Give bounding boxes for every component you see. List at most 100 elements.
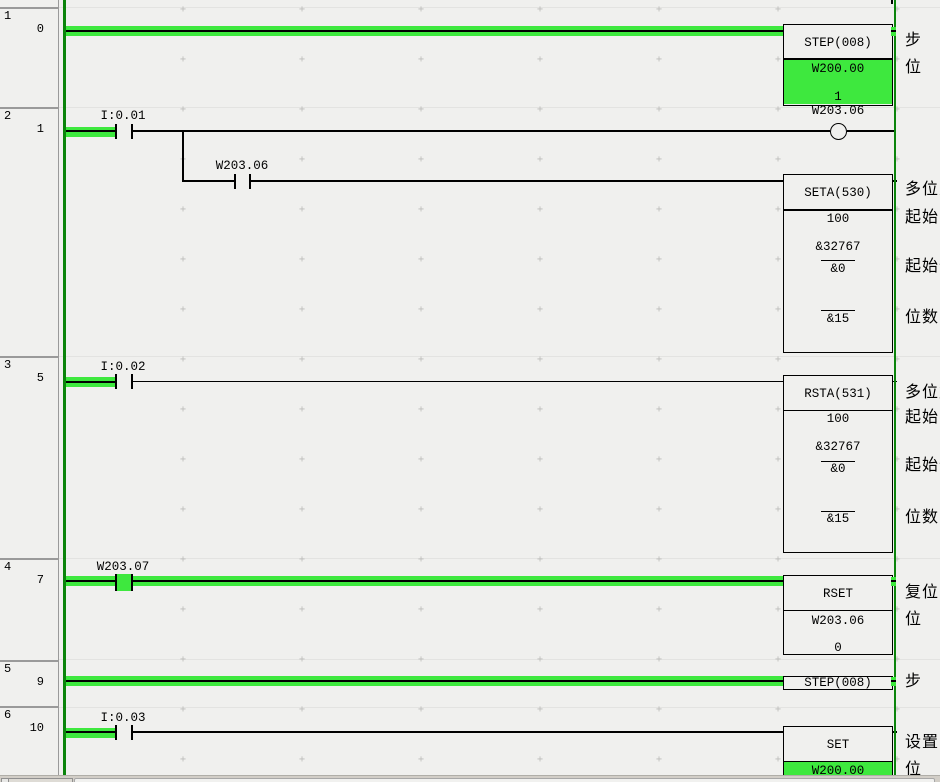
grid-dot: + bbox=[774, 104, 782, 115]
wire-rung3-main bbox=[132, 380, 783, 383]
rung-header-2[interactable]: 2 1 bbox=[0, 107, 57, 356]
annotation-seta-count: 位数 bbox=[905, 309, 940, 326]
grid-dot: + bbox=[179, 254, 187, 265]
grid-dot: + bbox=[417, 254, 425, 265]
grid-dot: + bbox=[536, 354, 544, 365]
branch-vertical bbox=[182, 131, 184, 181]
step-number: 0 bbox=[36, 22, 44, 36]
grid-dot: + bbox=[774, 504, 782, 515]
annotation-step2: 步 bbox=[905, 673, 923, 690]
grid-dot: + bbox=[893, 304, 901, 315]
rung-header-6[interactable]: 6 10 bbox=[0, 706, 57, 775]
instruction-block-step1[interactable]: STEP(008) W200.00 1 bbox=[783, 24, 893, 106]
grid-dot: + bbox=[536, 504, 544, 515]
grid-dot: + bbox=[298, 554, 306, 565]
grid-dot: + bbox=[298, 404, 306, 415]
rung-header-5[interactable]: 5 9 bbox=[0, 660, 57, 706]
grid-dot: + bbox=[655, 304, 663, 315]
grid-dot: + bbox=[774, 404, 782, 415]
grid-dot: + bbox=[417, 404, 425, 415]
grid-dot: + bbox=[536, 254, 544, 265]
contact-energized-fill bbox=[114, 574, 133, 591]
grid-dot: + bbox=[655, 204, 663, 215]
annotation-seta-word: 起始字 bbox=[905, 209, 940, 226]
step1-output-wire bbox=[890, 30, 896, 32]
grid-dot: + bbox=[774, 304, 782, 315]
grid-dot: + bbox=[655, 654, 663, 665]
block-present-value: 1 bbox=[834, 90, 842, 104]
scrollbar-left-segment[interactable] bbox=[8, 778, 73, 782]
coil-label: W203.06 bbox=[811, 104, 865, 118]
instruction-mnemonic: STEP(008) bbox=[804, 676, 872, 690]
rung-header-3[interactable]: 3 5 bbox=[0, 356, 57, 558]
rung-number: 4 bbox=[4, 560, 12, 574]
block-separator bbox=[784, 58, 892, 60]
contact-bar bbox=[233, 174, 236, 189]
block-operand-2: &0 bbox=[830, 262, 846, 276]
rung-header-4[interactable]: 4 7 bbox=[0, 558, 57, 660]
grid-dot: + bbox=[298, 254, 306, 265]
grid-dot: + bbox=[417, 654, 425, 665]
grid-dot: + bbox=[179, 604, 187, 615]
grid-dot: + bbox=[655, 254, 663, 265]
rung-boundary-line bbox=[59, 107, 940, 108]
block-operand-1: 100 bbox=[826, 412, 850, 426]
grid-dot: + bbox=[774, 4, 782, 15]
annotation-seta-title: 多位置位 bbox=[905, 181, 940, 198]
grid-dot: + bbox=[774, 554, 782, 565]
contact-bar bbox=[130, 574, 133, 591]
grid-dot: + bbox=[417, 454, 425, 465]
contact-bar bbox=[130, 374, 133, 389]
contact-label: W203.06 bbox=[215, 159, 269, 173]
grid-dot: + bbox=[655, 154, 663, 165]
rung-number: 6 bbox=[4, 708, 12, 722]
grid-dot: + bbox=[893, 504, 901, 515]
instruction-block-seta[interactable]: SETA(530) 100 &32767 &0 &15 bbox=[783, 174, 893, 353]
rung-boundary-line bbox=[59, 7, 940, 8]
grid-dot: + bbox=[774, 654, 782, 665]
grid-dot: + bbox=[417, 4, 425, 15]
instruction-block-rsta[interactable]: RSTA(531) 100 &32767 &0 &15 bbox=[783, 375, 893, 553]
grid-dot: + bbox=[655, 504, 663, 515]
grid-dot: + bbox=[655, 704, 663, 715]
rung-header-1[interactable]: 1 0 bbox=[0, 7, 57, 107]
grid-dot: + bbox=[298, 4, 306, 15]
block-separator bbox=[784, 609, 892, 612]
horizontal-scrollbar[interactable] bbox=[0, 775, 940, 782]
branch-wire-left bbox=[182, 180, 234, 182]
instruction-mnemonic: RSTA(531) bbox=[804, 387, 872, 401]
grid-dot: + bbox=[298, 754, 306, 765]
annotation-step-bit-2: 位 bbox=[905, 59, 923, 76]
grid-dot: + bbox=[417, 554, 425, 565]
scrollbar-thumb[interactable] bbox=[74, 778, 935, 782]
grid-dot: + bbox=[179, 354, 187, 365]
contact-bar bbox=[114, 574, 117, 591]
wire-rung5 bbox=[65, 679, 783, 682]
annotation-rsta-count: 位数 bbox=[905, 509, 940, 526]
grid-dot: + bbox=[298, 304, 306, 315]
value-separator bbox=[821, 259, 855, 261]
grid-dot: + bbox=[536, 454, 544, 465]
coil-icon bbox=[829, 123, 847, 140]
rung-boundary-line bbox=[59, 707, 940, 708]
instruction-block-rset[interactable]: RSET W203.06 0 bbox=[783, 575, 893, 655]
grid-dot: + bbox=[655, 4, 663, 15]
grid-dot: + bbox=[536, 754, 544, 765]
wire-rung2-left bbox=[65, 130, 116, 132]
margin-cell-border bbox=[0, 356, 59, 358]
step2-output-notch bbox=[890, 677, 896, 686]
block-operand: W200.00 bbox=[811, 764, 865, 778]
instruction-block-set[interactable]: SET W200.00 bbox=[783, 726, 893, 782]
block-present-value: 0 bbox=[834, 641, 842, 655]
grid-dot: + bbox=[298, 454, 306, 465]
grid-dot: + bbox=[298, 704, 306, 715]
wire-rung2-main bbox=[132, 130, 830, 132]
value-separator bbox=[821, 310, 855, 312]
instruction-block-step2[interactable]: STEP(008) bbox=[783, 676, 893, 690]
grid-dot: + bbox=[774, 604, 782, 615]
grid-dot: + bbox=[417, 704, 425, 715]
grid-dot: + bbox=[774, 704, 782, 715]
grid-dot: + bbox=[774, 754, 782, 765]
contact-bar bbox=[114, 725, 117, 740]
